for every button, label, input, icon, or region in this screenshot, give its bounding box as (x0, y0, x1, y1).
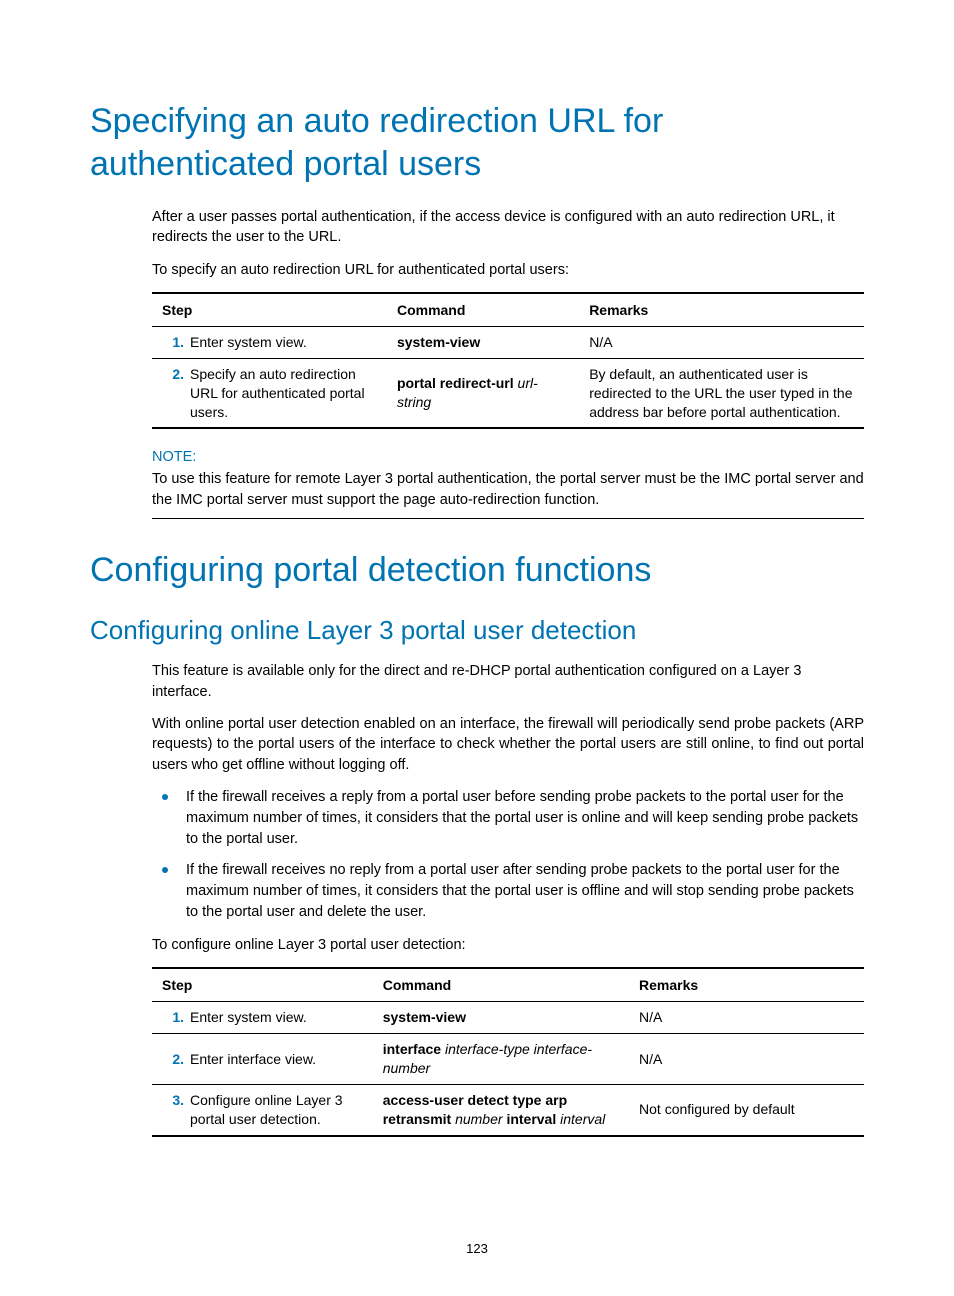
page-number: 123 (0, 1241, 954, 1256)
section-auto-redirection: After a user passes portal authenticatio… (152, 207, 864, 519)
heading-auto-redirection: Specifying an auto redirection URL for a… (90, 100, 864, 185)
cell-command: portal redirect-url url-string (387, 358, 579, 428)
bullet-list: If the firewall receives a reply from a … (152, 787, 864, 923)
cell-step: 2. Specify an auto redirection URL for a… (152, 358, 387, 428)
step-number: 2. (162, 1050, 184, 1069)
step-text: Specify an auto redirection URL for auth… (190, 365, 377, 422)
note-label: NOTE: (152, 449, 864, 465)
table-detection: Step Command Remarks 1. Enter system vie… (152, 967, 864, 1136)
paragraph: To specify an auto redirection URL for a… (152, 260, 864, 280)
col-remarks: Remarks (629, 968, 864, 1002)
cell-remarks: By default, an authenticated user is red… (579, 358, 864, 428)
heading-detection-functions: Configuring portal detection functions (90, 549, 864, 592)
cell-step: 3. Configure online Layer 3 portal user … (152, 1084, 373, 1135)
step-number: 2. (162, 365, 184, 422)
paragraph: This feature is available only for the d… (152, 661, 864, 702)
step-text: Enter system view. (190, 1008, 363, 1027)
command-bold: portal redirect-url (397, 375, 514, 391)
col-step: Step (152, 293, 387, 327)
col-command: Command (387, 293, 579, 327)
cell-command: system-view (387, 326, 579, 358)
col-remarks: Remarks (579, 293, 864, 327)
cell-remarks: N/A (629, 1034, 864, 1085)
command-bold: system-view (383, 1009, 466, 1025)
col-step: Step (152, 968, 373, 1002)
step-number: 1. (162, 1008, 184, 1027)
cell-command: access-user detect type arp retransmit n… (373, 1084, 629, 1135)
table-row: 1. Enter system view. system-view N/A (152, 326, 864, 358)
cell-command: interface interface-type interface-numbe… (373, 1034, 629, 1085)
note-box: NOTE: To use this feature for remote Lay… (152, 449, 864, 519)
step-number: 3. (162, 1091, 184, 1129)
command-italic: number (451, 1111, 506, 1127)
paragraph: After a user passes portal authenticatio… (152, 207, 864, 248)
paragraph: With online portal user detection enable… (152, 714, 864, 775)
col-command: Command (373, 968, 629, 1002)
cell-step: 1. Enter system view. (152, 1002, 373, 1034)
step-number: 1. (162, 333, 184, 352)
cell-remarks: N/A (629, 1002, 864, 1034)
table-header-row: Step Command Remarks (152, 293, 864, 327)
table-row: 1. Enter system view. system-view N/A (152, 1002, 864, 1034)
command-bold: interface (383, 1041, 441, 1057)
note-text: To use this feature for remote Layer 3 p… (152, 469, 864, 510)
cell-remarks: N/A (579, 326, 864, 358)
list-item: If the firewall receives a reply from a … (152, 787, 864, 850)
cell-remarks: Not configured by default (629, 1084, 864, 1135)
cell-step: 1. Enter system view. (152, 326, 387, 358)
table-header-row: Step Command Remarks (152, 968, 864, 1002)
heading-online-detection: Configuring online Layer 3 portal user d… (90, 614, 864, 648)
command-bold: system-view (397, 334, 480, 350)
cell-step: 2. Enter interface view. (152, 1034, 373, 1085)
cell-command: system-view (373, 1002, 629, 1034)
page: Specifying an auto redirection URL for a… (0, 0, 954, 1296)
table-row: 2. Enter interface view. interface inter… (152, 1034, 864, 1085)
paragraph: To configure online Layer 3 portal user … (152, 935, 864, 955)
step-text: Configure online Layer 3 portal user det… (190, 1091, 363, 1129)
step-text: Enter system view. (190, 333, 377, 352)
step-text: Enter interface view. (190, 1050, 363, 1069)
list-item: If the firewall receives no reply from a… (152, 860, 864, 923)
table-auto-redirection: Step Command Remarks 1. Enter system vie… (152, 292, 864, 430)
table-row: 3. Configure online Layer 3 portal user … (152, 1084, 864, 1135)
table-row: 2. Specify an auto redirection URL for a… (152, 358, 864, 428)
section-detection: This feature is available only for the d… (152, 661, 864, 1136)
command-bold: interval (506, 1111, 556, 1127)
command-italic: interval (556, 1111, 605, 1127)
